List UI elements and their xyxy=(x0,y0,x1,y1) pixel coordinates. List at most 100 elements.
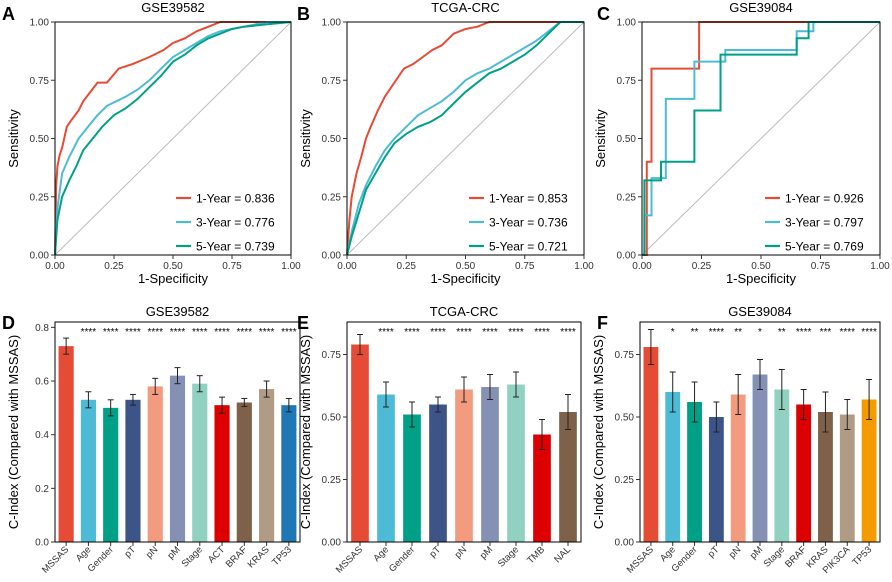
y-tick-label: 0.4 xyxy=(35,430,49,441)
y-tick-label: 0.00 xyxy=(322,251,342,262)
x-tick-label: 0.50 xyxy=(751,261,771,272)
plot-frame xyxy=(54,321,301,543)
category-label: BRAF xyxy=(783,544,809,570)
category-label: Gender xyxy=(387,544,417,574)
roc-curve-2 xyxy=(642,21,880,256)
significance-marker: **** xyxy=(281,327,297,338)
category-label: Stage xyxy=(180,544,205,569)
panel-title: TCGA-CRC xyxy=(431,0,500,15)
bar-gender xyxy=(403,414,421,542)
panel-title: GSE39582 xyxy=(141,0,205,15)
significance-marker: **** xyxy=(378,327,394,338)
panel-label: C xyxy=(597,4,610,24)
significance-marker: **** xyxy=(125,327,141,338)
category-label: pM xyxy=(478,544,495,561)
category-label: pT xyxy=(706,544,722,560)
category-label: TP53 xyxy=(850,544,874,568)
significance-marker: **** xyxy=(192,327,208,338)
bar-pt xyxy=(708,417,724,542)
y-tick-label: 0.75 xyxy=(615,350,635,361)
bar-pn xyxy=(455,389,473,542)
bar-kras xyxy=(818,412,833,542)
bar-pn xyxy=(147,386,163,542)
significance-marker: **** xyxy=(456,327,472,338)
y-tick-label: 0.50 xyxy=(615,413,635,424)
x-tick-label: 0.75 xyxy=(811,261,831,272)
significance-marker: **** xyxy=(482,327,498,338)
legend-entry: 1-Year = 0.926 xyxy=(785,192,864,206)
bar-age xyxy=(80,399,96,542)
bar-mssas xyxy=(351,344,369,542)
bar-pn xyxy=(730,394,746,542)
significance-marker: ** xyxy=(778,327,786,338)
bar-pm xyxy=(169,375,186,542)
category-label: TP53 xyxy=(270,544,294,568)
bar-pm xyxy=(481,387,499,542)
x-tick-label: 0.00 xyxy=(337,261,357,272)
cindex-panel-D: DGSE39582MSSAS****Age****Gender****pT***… xyxy=(2,304,301,576)
diagonal-reference-line xyxy=(54,21,292,256)
significance-marker: ** xyxy=(691,327,699,338)
plot-frame xyxy=(346,321,582,543)
significance-marker: * xyxy=(671,327,675,338)
legend-entry: 5-Year = 0.769 xyxy=(785,240,864,254)
bar-nal xyxy=(559,412,577,542)
significance-marker: **** xyxy=(237,327,253,338)
category-label: pN xyxy=(727,544,743,560)
panel-label: B xyxy=(297,4,310,24)
bar-braf xyxy=(796,404,812,542)
x-tick-label: 1.00 xyxy=(870,261,890,272)
bar-gender xyxy=(103,407,119,542)
bar-pm xyxy=(752,374,768,542)
x-tick-label: 0.25 xyxy=(397,261,417,272)
x-tick-label: 0.50 xyxy=(456,261,476,272)
bar-stage xyxy=(774,389,790,542)
x-tick-label: 0.25 xyxy=(692,261,712,272)
legend-entry: 5-Year = 0.721 xyxy=(489,240,568,254)
panel-title: GSE39084 xyxy=(728,304,792,319)
y-tick-label: 0.25 xyxy=(322,192,342,203)
y-axis-label: Sensitivity xyxy=(593,109,608,168)
significance-marker: *** xyxy=(820,327,832,338)
bar-act xyxy=(214,405,230,542)
plot-frame xyxy=(639,321,881,543)
significance-marker: **** xyxy=(147,327,163,338)
y-tick-label: 0.75 xyxy=(322,76,342,87)
significance-marker: **** xyxy=(796,327,812,338)
y-tick-label: 0.00 xyxy=(322,538,342,549)
roc-curve-1 xyxy=(346,21,584,256)
bar-pt xyxy=(125,399,141,542)
x-tick-label: 1.00 xyxy=(574,261,594,272)
category-label: Stage xyxy=(762,544,787,569)
legend-entry: 3-Year = 0.736 xyxy=(489,216,568,230)
roc-panel-A: A GSE39582 0.00 0.25 0.50 0.75 1.00 0.00 0.25 0.5… xyxy=(2,0,301,286)
bar-braf xyxy=(236,402,252,542)
x-tick-label: 0.75 xyxy=(515,261,535,272)
category-label: BRAF xyxy=(224,544,250,570)
y-tick-label: 0.75 xyxy=(617,76,637,87)
significance-marker: **** xyxy=(430,327,446,338)
category-label: MSSAS xyxy=(40,544,71,575)
x-tick-label: 0.00 xyxy=(632,261,652,272)
category-label: pM xyxy=(166,544,183,561)
significance-marker: **** xyxy=(404,327,420,338)
y-axis-label: Sensitivity xyxy=(6,109,21,168)
y-tick-label: 0.50 xyxy=(322,413,342,424)
legend-entry: 1-Year = 0.836 xyxy=(196,192,275,206)
roc-curve-1 xyxy=(642,21,880,256)
y-tick-label: 0.75 xyxy=(322,350,342,361)
category-label: NAL xyxy=(552,544,573,565)
y-tick-label: 0.25 xyxy=(30,192,50,203)
y-tick-label: 0.00 xyxy=(617,251,637,262)
roc-curve-2 xyxy=(346,21,584,256)
bar-stage xyxy=(192,383,208,542)
category-label: MSSAS xyxy=(625,544,656,575)
roc-curve-1 xyxy=(54,21,291,256)
y-tick-label: 0.25 xyxy=(322,475,342,486)
x-tick-label: 1.00 xyxy=(281,261,301,272)
category-label: pM xyxy=(748,544,765,561)
significance-marker: **** xyxy=(214,327,230,338)
panel-label: F xyxy=(597,313,608,333)
category-label: pN xyxy=(453,544,469,560)
bar-age xyxy=(665,392,681,542)
